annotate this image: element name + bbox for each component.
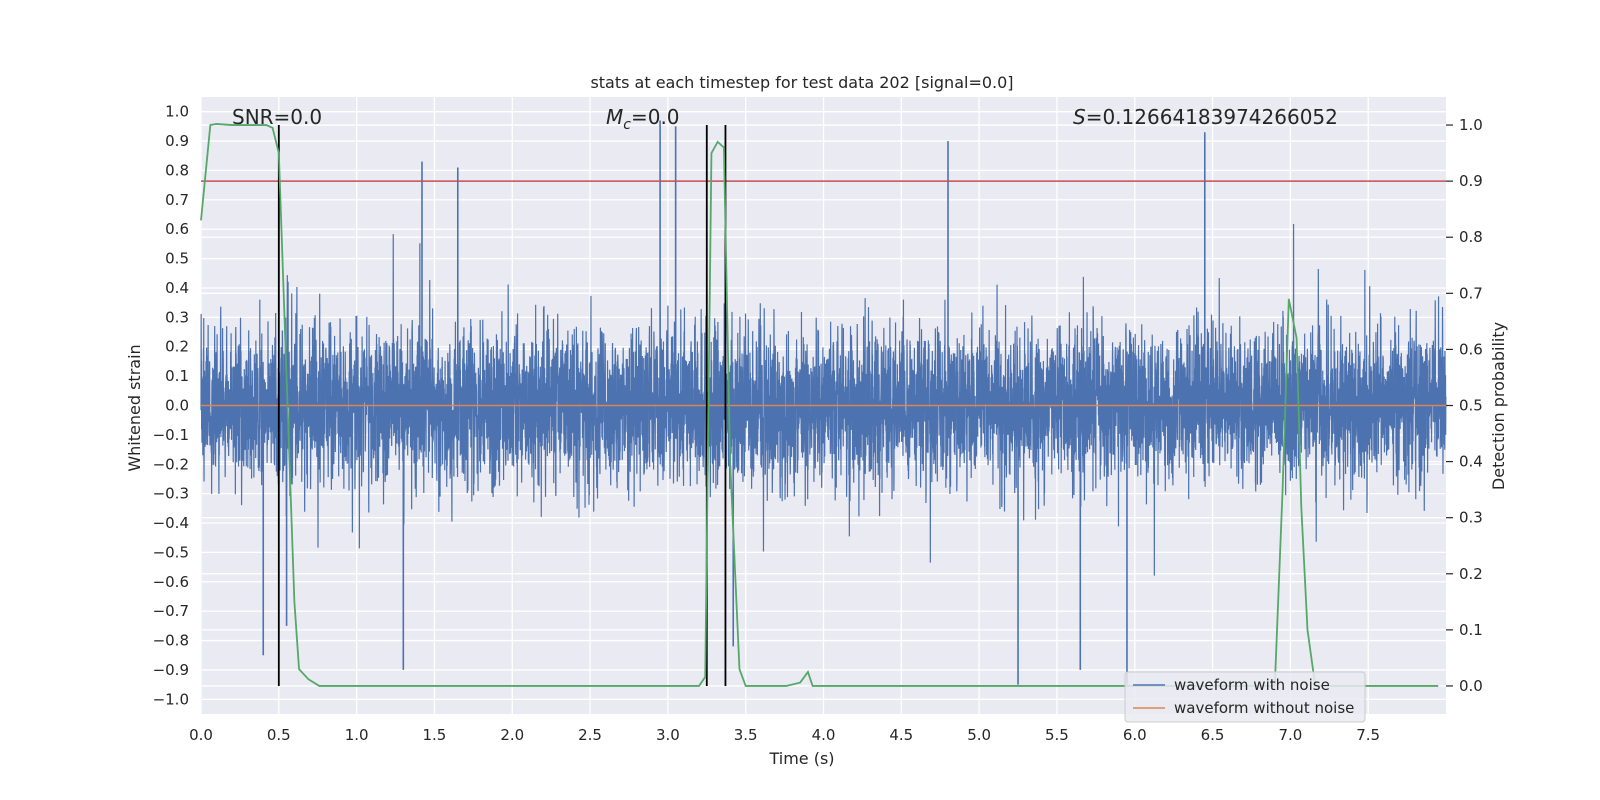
axes: 0.0 0.5 1.0 1.5 2.0 2.5 3.0 3.5 4.0 4.5 5.0 5.5 6.0 6… <box>153 103 1483 744</box>
plot-data <box>200 120 1447 687</box>
y-tick-label: 0.2 <box>165 338 189 356</box>
y2-tick-label: 0.0 <box>1459 677 1483 695</box>
x-tick-label: 1.0 <box>345 726 369 744</box>
x-tick-label: 7.5 <box>1356 726 1380 744</box>
y-tick-label: 0.1 <box>165 367 189 385</box>
statistic-symbol: S <box>1073 105 1086 129</box>
legend-label-clean: waveform without noise <box>1174 699 1354 717</box>
x-tick-label: 0.5 <box>267 726 291 744</box>
y2-tick-label: 1.0 <box>1459 116 1483 134</box>
x-tick-label: 5.5 <box>1045 726 1069 744</box>
y2-axis-label: Detection probability <box>1489 322 1508 490</box>
statistic-value: =0.12664183974266052 <box>1086 105 1338 129</box>
y2-tick-label: 0.9 <box>1459 172 1483 190</box>
y2-tick-label: 0.3 <box>1459 509 1483 527</box>
y2-tick-label: 0.4 <box>1459 453 1483 471</box>
y2-tick-label: 0.6 <box>1459 340 1483 358</box>
chart-title: stats at each timestep for test data 202… <box>590 73 1013 92</box>
y-tick-label: −0.1 <box>153 426 189 444</box>
x-tick-label: 3.5 <box>734 726 758 744</box>
y-axis-label: Whitened strain <box>125 344 144 471</box>
y-tick-label: 0.8 <box>165 161 189 179</box>
x-tick-label: 2.5 <box>578 726 602 744</box>
y-tick-label: 0.3 <box>165 308 189 326</box>
detection-probability-line <box>200 123 1439 687</box>
y-tick-label: 0.9 <box>165 132 189 150</box>
statistic-annotation: S=0.12664183974266052 <box>1073 105 1338 129</box>
x-tick-label: 6.0 <box>1123 726 1147 744</box>
x-tick-label: 0.0 <box>189 726 213 744</box>
y-tick-label: 0.4 <box>165 279 189 297</box>
x-tick-label: 6.5 <box>1201 726 1225 744</box>
x-tick-label: 2.0 <box>500 726 524 744</box>
x-tick-label: 3.0 <box>656 726 680 744</box>
y-tick-label: −1.0 <box>153 690 189 708</box>
y-tick-label: −0.2 <box>153 455 189 473</box>
legend: waveform with noise waveform without noi… <box>1124 671 1366 723</box>
y-tick-label: −0.5 <box>153 543 189 561</box>
noisy-waveform-line <box>200 224 1447 576</box>
y2-tick-label: 0.2 <box>1459 565 1483 583</box>
x-tick-label: 5.0 <box>967 726 991 744</box>
chirp-mass-value: =0.0 <box>631 105 680 129</box>
y-tick-label: −0.4 <box>153 514 189 532</box>
chirp-mass-annotation: Mc=0.0 <box>606 105 680 133</box>
y-tick-label: −0.9 <box>153 661 189 679</box>
y-tick-label: 0.6 <box>165 220 189 238</box>
y-tick-label: −0.6 <box>153 573 189 591</box>
x-axis-label: Time (s) <box>768 749 834 768</box>
y-tick-label: −0.7 <box>153 602 189 620</box>
x-tick-label: 1.5 <box>423 726 447 744</box>
y-tick-label: 1.0 <box>165 103 189 121</box>
chirp-mass-symbol: M <box>606 105 623 129</box>
y2-tick-label: 0.1 <box>1459 621 1483 639</box>
x-tick-label: 7.0 <box>1278 726 1302 744</box>
y-tick-label: −0.3 <box>153 485 189 503</box>
legend-label-noise: waveform with noise <box>1174 676 1330 694</box>
y2-tick-label: 0.5 <box>1459 397 1483 415</box>
x-tick-label: 4.5 <box>889 726 913 744</box>
y-tick-label: −0.8 <box>153 632 189 650</box>
y2-tick-label: 0.8 <box>1459 228 1483 246</box>
y-tick-label: 0.0 <box>165 397 189 415</box>
x-tick-label: 4.0 <box>812 726 836 744</box>
chirp-mass-subscript: c <box>623 117 631 133</box>
legend-box <box>1124 671 1366 723</box>
y-tick-label: 0.7 <box>165 191 189 209</box>
y-tick-label: 0.5 <box>165 250 189 268</box>
y2-tick-label: 0.7 <box>1459 284 1483 302</box>
snr-annotation: SNR=0.0 <box>232 105 322 129</box>
